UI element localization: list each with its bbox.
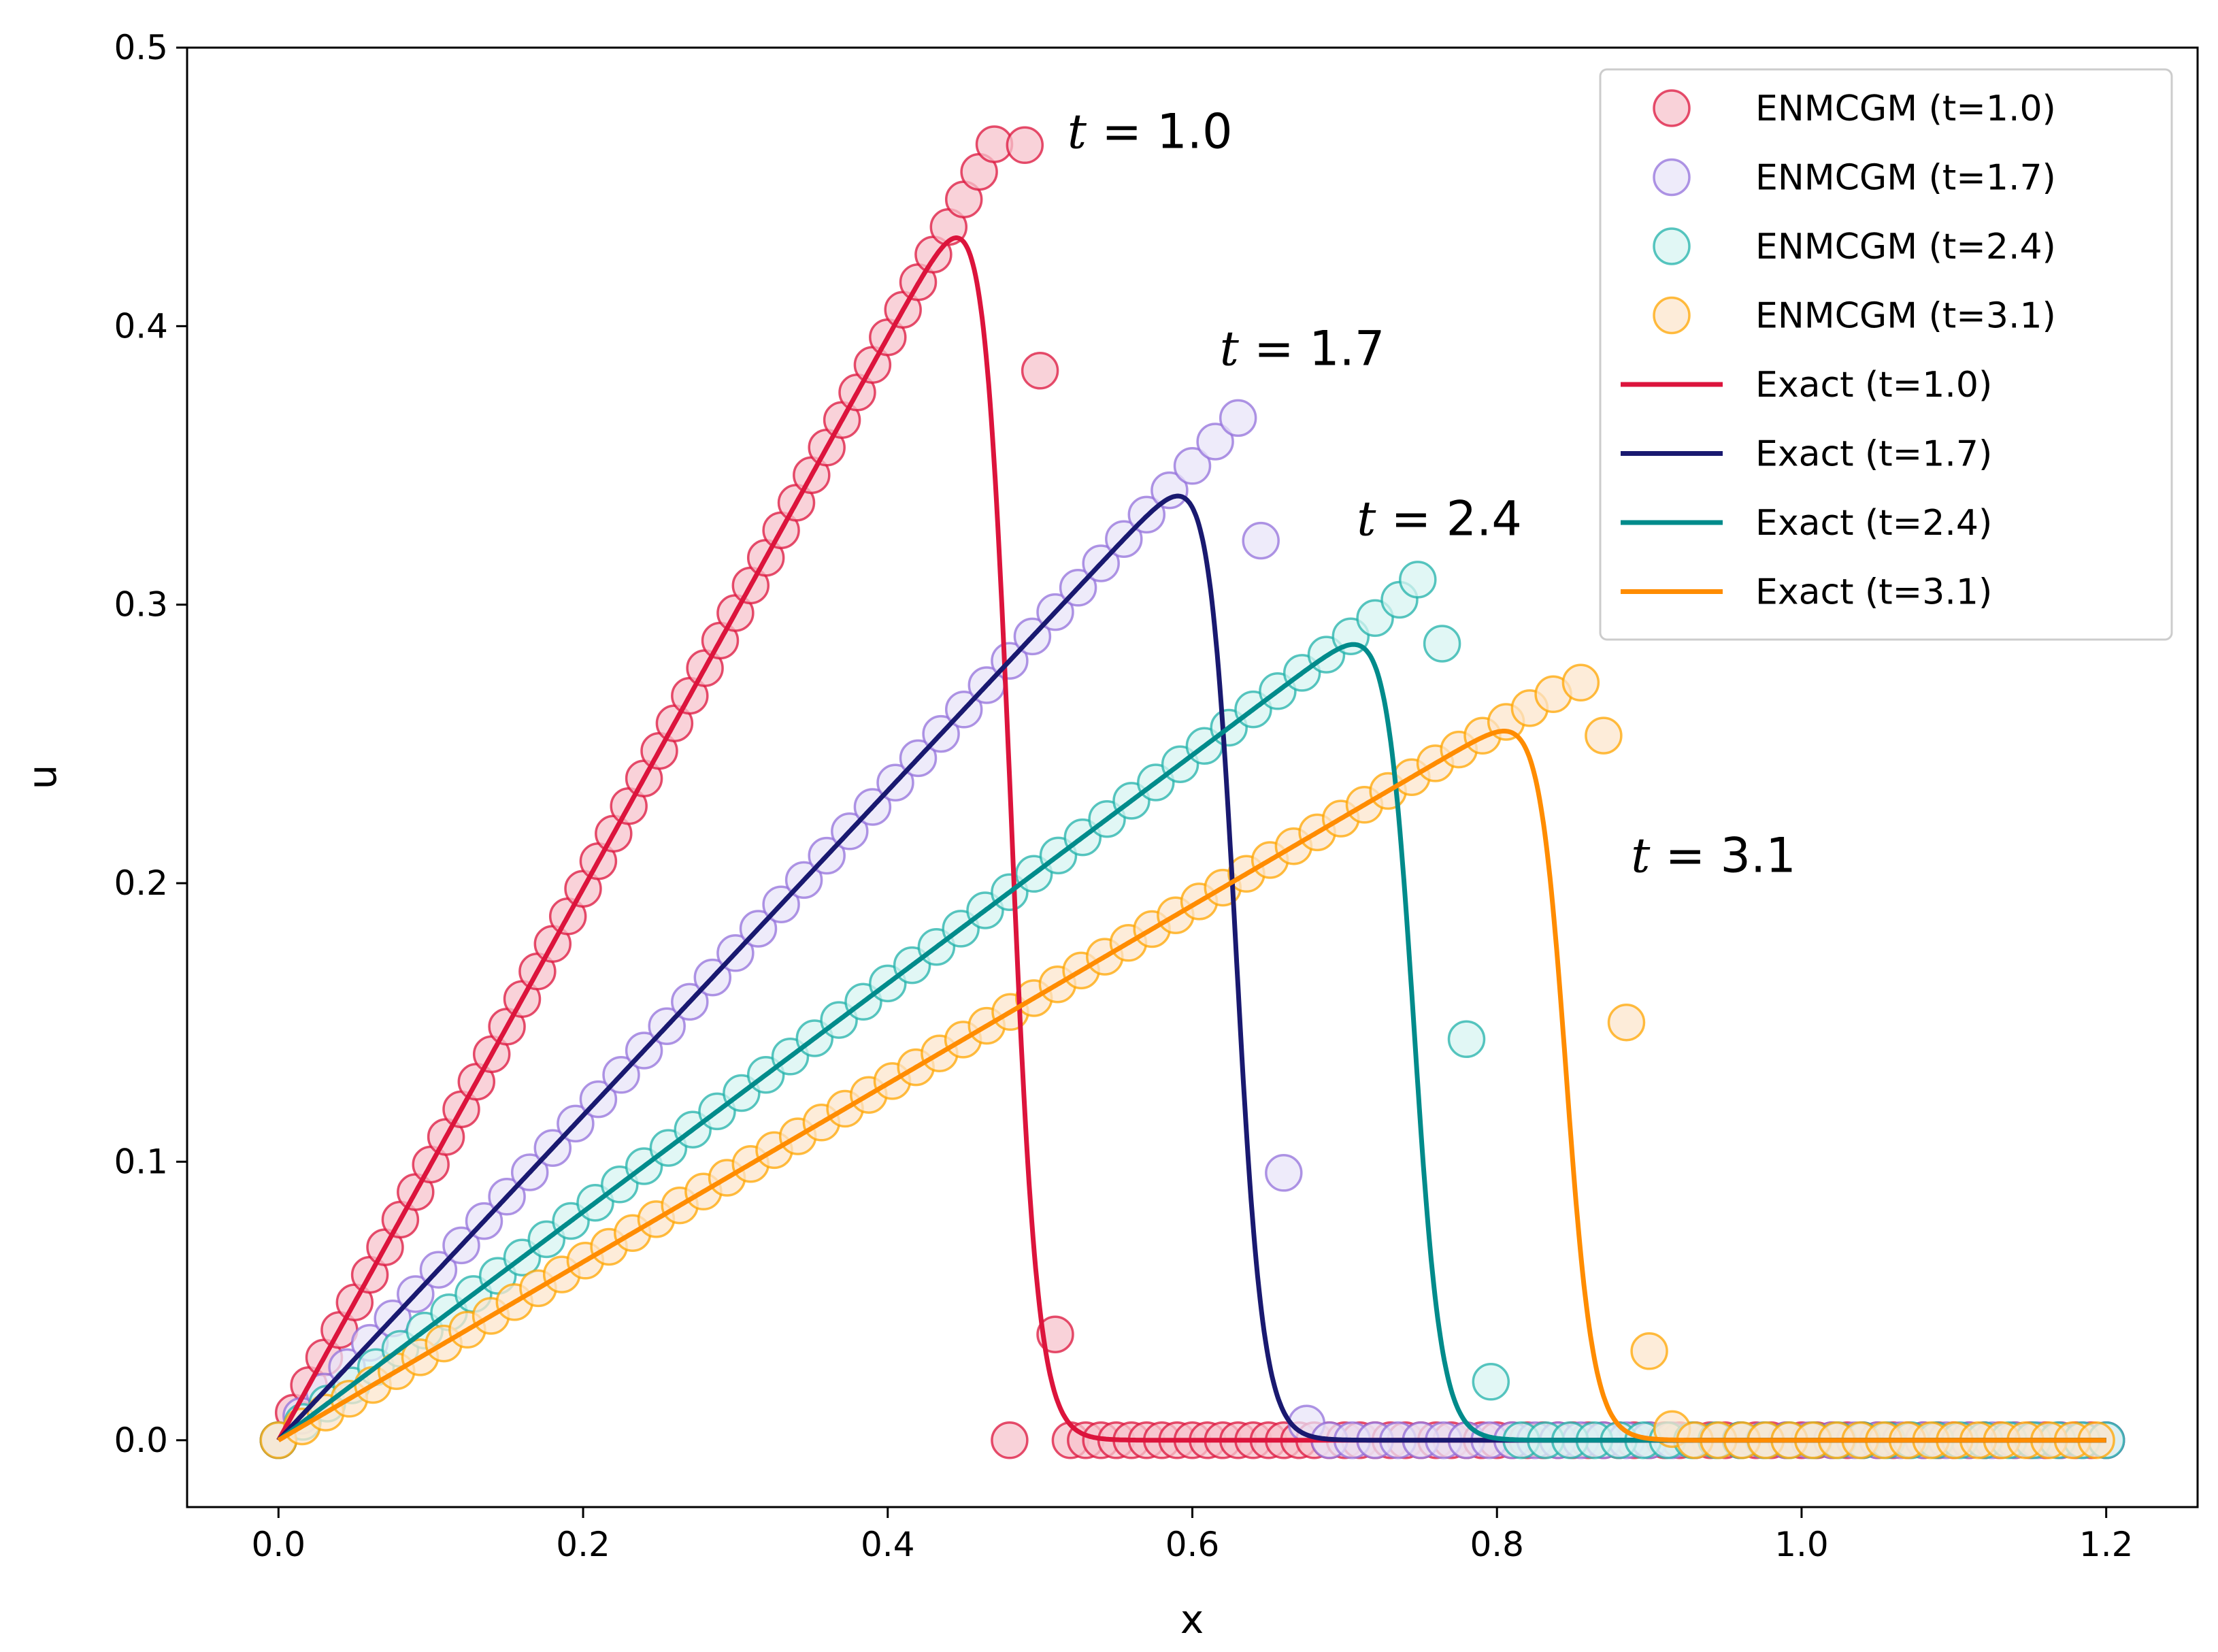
legend-entry: Exact (t=1.7) bbox=[1621, 434, 1992, 475]
marker-point bbox=[1423, 625, 1461, 663]
annotation-variable: t bbox=[1067, 103, 1087, 159]
annotation-value: 2.4 bbox=[1446, 491, 1522, 546]
y-tick-label: 0.0 bbox=[114, 1421, 168, 1460]
y-tick-label: 0.5 bbox=[114, 28, 168, 67]
x-tick-label: 0.6 bbox=[1165, 1525, 1220, 1564]
x-tick-label: 1.2 bbox=[2079, 1525, 2134, 1564]
x-axis-label: x bbox=[1180, 1596, 1204, 1642]
legend-entry: Exact (t=3.1) bbox=[1621, 572, 1992, 613]
marker-point bbox=[1173, 447, 1212, 485]
marker-point bbox=[1630, 1332, 1668, 1370]
marker-point bbox=[1585, 716, 1623, 755]
axis-ticks: 0.0 0.2 0.4 0.6 0.8 1.0 1.2 0.0 0.1 0.2 0.3 0.4 0.5 bbox=[114, 28, 2133, 1564]
curve-annotations: t = 1.0t = 1.7t = 2.4t = 3.1 bbox=[1067, 103, 1796, 883]
x-tick-label: 1.0 bbox=[1774, 1525, 1829, 1564]
marker-point bbox=[1607, 1003, 1646, 1042]
annotation-t-1-7: t = 1.7 bbox=[1220, 321, 1385, 377]
legend-entry: Exact (t=2.4) bbox=[1621, 503, 1992, 544]
legend-marker-swatch bbox=[1653, 89, 1691, 127]
legend-entry: ENMCGM (t=1.0) bbox=[1653, 88, 2056, 129]
marker-point bbox=[991, 1421, 1029, 1459]
line-layer bbox=[276, 235, 2108, 1443]
legend-marker-swatch bbox=[1653, 158, 1691, 197]
marker-point bbox=[1265, 1154, 1303, 1192]
y-axis-label: u bbox=[19, 765, 65, 790]
annotation-variable: t bbox=[1220, 321, 1240, 377]
marker-point bbox=[1242, 521, 1280, 560]
annotation-t-3-1: t = 3.1 bbox=[1631, 828, 1796, 884]
y-tick-label: 0.4 bbox=[114, 306, 168, 346]
legend-entry: Exact (t=1.0) bbox=[1621, 365, 1992, 406]
annotation-value: 3.1 bbox=[1721, 828, 1796, 884]
marker-point bbox=[1006, 126, 1044, 165]
exact-line-3-1 bbox=[277, 729, 2108, 1443]
legend-label: ENMCGM (t=1.7) bbox=[1755, 158, 2056, 199]
y-tick-label: 0.1 bbox=[114, 1142, 168, 1181]
legend-entry: ENMCGM (t=3.1) bbox=[1653, 296, 2056, 337]
x-tick-label: 0.2 bbox=[556, 1525, 610, 1564]
annotation-variable: t bbox=[1357, 491, 1376, 546]
annotation-t-1-0: t = 1.0 bbox=[1067, 103, 1233, 159]
legend-label: ENMCGM (t=3.1) bbox=[1755, 296, 2056, 337]
annotation-equals: = bbox=[1239, 321, 1309, 377]
annotation-variable: t bbox=[1631, 828, 1651, 884]
annotation-equals: = bbox=[1376, 491, 1446, 546]
marker-point bbox=[1447, 1020, 1486, 1059]
marker-point bbox=[1399, 561, 1437, 599]
marker-point bbox=[1021, 352, 1059, 390]
legend-box bbox=[1599, 68, 2173, 641]
marker-point bbox=[1561, 663, 1600, 702]
marker-point bbox=[1472, 1363, 1510, 1401]
legend-label: ENMCGM (t=1.0) bbox=[1755, 88, 2056, 129]
legend-label: Exact (t=1.0) bbox=[1755, 365, 1992, 406]
legend-label: Exact (t=3.1) bbox=[1755, 572, 1992, 613]
legend-marker-swatch bbox=[1653, 227, 1691, 265]
marker-point bbox=[1151, 471, 1189, 510]
annotation-value: 1.7 bbox=[1309, 321, 1385, 377]
annotation-equals: = bbox=[1087, 103, 1157, 159]
legend: ENMCGM (t=1.0) ENMCGM (t=1.7) ENMCGM (t=2.… bbox=[1599, 68, 2173, 641]
marker-point bbox=[1219, 399, 1257, 437]
legend-label: Exact (t=2.4) bbox=[1755, 503, 1992, 544]
legend-marker-swatch bbox=[1653, 296, 1691, 335]
legend-label: Exact (t=1.7) bbox=[1755, 434, 1992, 475]
legend-entry: ENMCGM (t=1.7) bbox=[1653, 158, 2056, 199]
y-tick-label: 0.3 bbox=[114, 585, 168, 625]
y-tick-label: 0.2 bbox=[114, 863, 168, 903]
legend-label: ENMCGM (t=2.4) bbox=[1755, 227, 2056, 267]
legend-entry: ENMCGM (t=2.4) bbox=[1653, 227, 2056, 267]
annotation-value: 1.0 bbox=[1157, 103, 1232, 159]
x-tick-label: 0.8 bbox=[1470, 1525, 1524, 1564]
marker-point bbox=[1196, 423, 1234, 461]
annotation-t-2-4: t = 2.4 bbox=[1357, 491, 1522, 546]
x-tick-label: 0.0 bbox=[252, 1525, 306, 1564]
x-tick-label: 0.4 bbox=[861, 1525, 915, 1564]
annotation-equals: = bbox=[1650, 828, 1720, 884]
